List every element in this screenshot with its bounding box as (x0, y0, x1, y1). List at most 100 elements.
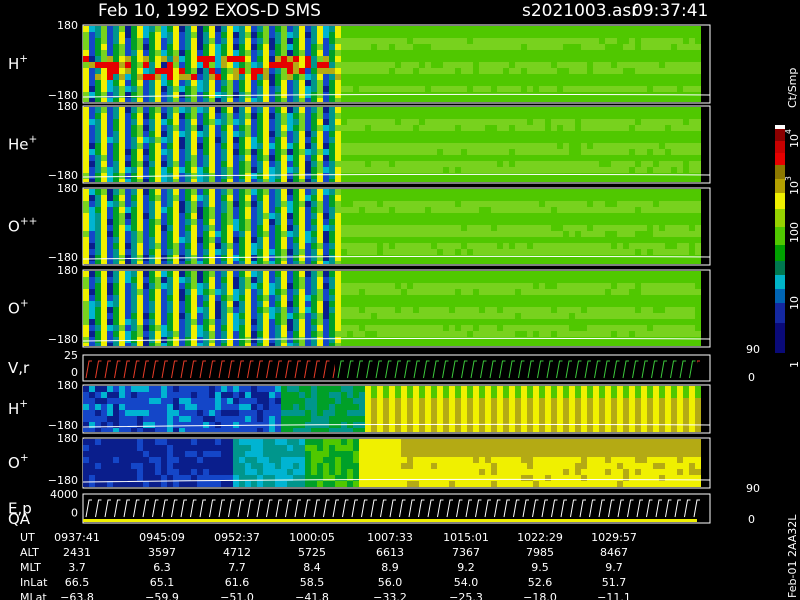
cell (293, 319, 299, 325)
cell (491, 189, 497, 195)
cell (209, 161, 215, 167)
cell (413, 255, 419, 261)
cell (317, 137, 323, 143)
cell (455, 137, 461, 143)
cell (305, 62, 311, 68)
cell (275, 207, 281, 213)
cell (695, 32, 701, 38)
cell (335, 32, 341, 38)
cell (251, 113, 257, 119)
cell (383, 32, 389, 38)
cell (269, 86, 275, 92)
cell (431, 271, 437, 277)
cell (209, 86, 215, 92)
cell (509, 289, 515, 295)
cell (605, 62, 611, 68)
cell (479, 131, 485, 137)
cell (479, 143, 485, 149)
cell (185, 271, 191, 277)
cell (509, 307, 515, 313)
cell (197, 131, 203, 137)
cell (221, 319, 227, 325)
cell (521, 44, 527, 50)
cell (203, 249, 209, 255)
cell (527, 38, 533, 44)
cell (539, 207, 545, 213)
cell (443, 113, 449, 119)
cell (347, 289, 353, 295)
cell (629, 107, 635, 113)
cell (365, 50, 371, 56)
cell (617, 261, 623, 264)
cell (545, 201, 551, 207)
cell (185, 249, 191, 255)
cell (635, 107, 641, 113)
cell (251, 137, 257, 143)
cell (317, 56, 323, 62)
cell (323, 167, 329, 173)
cell (503, 161, 509, 167)
cell (209, 62, 215, 68)
cell (443, 201, 449, 207)
cell (671, 155, 677, 161)
cell (593, 68, 599, 74)
cell (323, 283, 329, 289)
cell (305, 98, 311, 102)
cell (503, 219, 509, 225)
cell (671, 50, 677, 56)
cell (83, 167, 89, 173)
cell (281, 44, 287, 50)
cell (299, 307, 305, 313)
cell (335, 173, 341, 179)
cell (281, 313, 287, 319)
cell (191, 289, 197, 295)
cell (215, 50, 221, 56)
cell (503, 62, 509, 68)
cell (383, 137, 389, 143)
cell (329, 195, 335, 201)
cell (185, 325, 191, 331)
cell (143, 231, 149, 237)
cell (611, 137, 617, 143)
cell (593, 32, 599, 38)
cell (683, 32, 689, 38)
cell (635, 277, 641, 283)
cell (515, 161, 521, 167)
cell (353, 107, 359, 113)
cell (665, 319, 671, 325)
cell (527, 32, 533, 38)
cell (653, 173, 659, 179)
cell (401, 207, 407, 213)
cell (545, 261, 551, 264)
cell (461, 131, 467, 137)
cell (179, 219, 185, 225)
cell (137, 313, 143, 319)
cell (251, 283, 257, 289)
cell (143, 62, 149, 68)
cell (467, 195, 473, 201)
cell (515, 271, 521, 277)
cell (431, 173, 437, 179)
cell (689, 307, 695, 313)
cell (605, 225, 611, 231)
cell (557, 271, 563, 277)
cell (227, 219, 233, 225)
cell (407, 255, 413, 261)
cell (221, 98, 227, 102)
cell (377, 255, 383, 261)
cell (347, 32, 353, 38)
cell (431, 277, 437, 283)
cell (659, 189, 665, 195)
cell (623, 80, 629, 86)
cell (263, 26, 269, 32)
cell (509, 167, 515, 173)
cell (425, 131, 431, 137)
cell (359, 26, 365, 32)
cell (527, 80, 533, 86)
cell (179, 56, 185, 62)
cell (359, 261, 365, 264)
cell (215, 189, 221, 195)
cell (587, 301, 593, 307)
cell (197, 313, 203, 319)
cell (227, 44, 233, 50)
